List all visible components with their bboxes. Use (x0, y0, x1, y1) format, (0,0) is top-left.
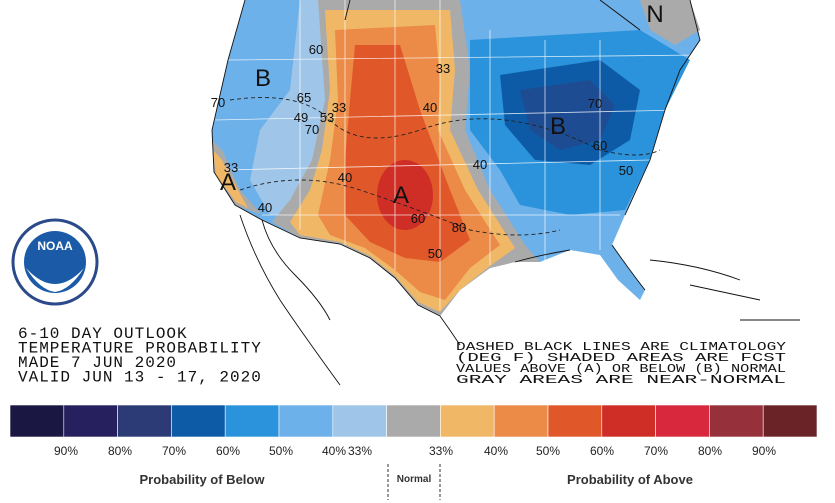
climatology-lines (229, 97, 661, 236)
legend-label: 90% (752, 444, 776, 458)
outlook-line: TEMPERATURE PROBABILITY (18, 340, 262, 358)
legend-swatch (9, 404, 65, 438)
legend-swatch (63, 404, 118, 438)
map-marker: B (255, 65, 271, 92)
region-light-orange-sw (213, 150, 248, 208)
contour-label: 53 (320, 110, 334, 125)
map-marker: N (646, 1, 663, 28)
legend-swatch (440, 404, 495, 438)
legend-swatch (117, 404, 172, 438)
legend-swatch (278, 404, 334, 438)
state-lines (214, 0, 701, 310)
region-darkest-blue (520, 80, 615, 150)
contour-label: 50 (619, 163, 633, 178)
outlook-line: 6-10 DAY OUTLOOK (18, 325, 188, 343)
legend-below: Probability of Below (140, 472, 266, 487)
outlook-line: MADE 7 JUN 2020 (18, 354, 177, 372)
legend-label: 90% (54, 444, 78, 458)
note-line: DASHED BLACK LINES ARE CLIMATOLOGY (456, 340, 786, 354)
contour-label: 80 (452, 220, 466, 235)
legend-swatch (709, 404, 764, 438)
contour-label: 60 (411, 211, 425, 226)
contour-label: 65 (297, 90, 311, 105)
legend-label: 70% (162, 444, 186, 458)
map-marker: B (550, 113, 566, 140)
region-red (377, 160, 433, 230)
outlook-line: VALID JUN 13 - 17, 2020 (18, 369, 262, 387)
legend-swatch (493, 404, 549, 438)
region-dark-orange (345, 45, 470, 262)
contour-label: 40 (338, 170, 352, 185)
contour-label: 40 (423, 100, 437, 115)
legend-label: 40% (484, 444, 508, 458)
contour-label: 49 (294, 110, 308, 125)
legend-label: 50% (269, 444, 293, 458)
legend-swatch (601, 404, 656, 438)
map-marker: A (220, 169, 236, 196)
contour-label: 40 (473, 157, 487, 172)
region-pale-blue (250, 0, 330, 215)
contour-label: 70 (588, 96, 602, 111)
map-marker: A (393, 182, 409, 209)
legend-swatch (332, 404, 387, 438)
legend-label: 70% (644, 444, 668, 458)
region-gray-sw (212, 140, 262, 215)
contour-label: 40 (258, 200, 272, 215)
contour-label: 33 (224, 160, 238, 175)
legend-label: 40% (322, 444, 346, 458)
coastlines (211, 0, 800, 386)
legend-label: 33% (348, 444, 372, 458)
legend-label: 33% (429, 444, 453, 458)
legend-label: 60% (590, 444, 614, 458)
legend-swatch (224, 404, 280, 438)
legend-swatch (171, 404, 226, 438)
legend-swatch (386, 404, 441, 438)
legend-swatch (762, 404, 818, 438)
legend-label: 80% (698, 444, 722, 458)
contour-label: 60 (593, 138, 607, 153)
legend-swatch (655, 404, 710, 438)
legend-label: 50% (536, 444, 560, 458)
legend-label: 60% (216, 444, 240, 458)
region-gray-ne (640, 0, 700, 45)
noaa-logo: NOAA (11, 218, 99, 306)
contour-label: 70 (211, 95, 225, 110)
contour-label: 50 (428, 246, 442, 261)
logo-text: NOAA (37, 239, 73, 253)
legend-normal: Normal (397, 474, 432, 485)
contour-label: 60 (309, 42, 323, 57)
note-line: GRAY AREAS ARE NEAR-NORMAL (456, 373, 786, 387)
contour-label: 33 (332, 100, 346, 115)
contour-label: 33 (436, 61, 450, 76)
note-line: (DEG F) SHADED AREAS ARE FCST (456, 351, 786, 365)
note-line: VALUES ABOVE (A) OR BELOW (B) NORMAL (456, 362, 786, 376)
legend-label: 80% (108, 444, 132, 458)
legend-above: Probability of Above (567, 472, 693, 487)
legend-swatch (547, 404, 603, 438)
contour-label: 70 (305, 122, 319, 137)
